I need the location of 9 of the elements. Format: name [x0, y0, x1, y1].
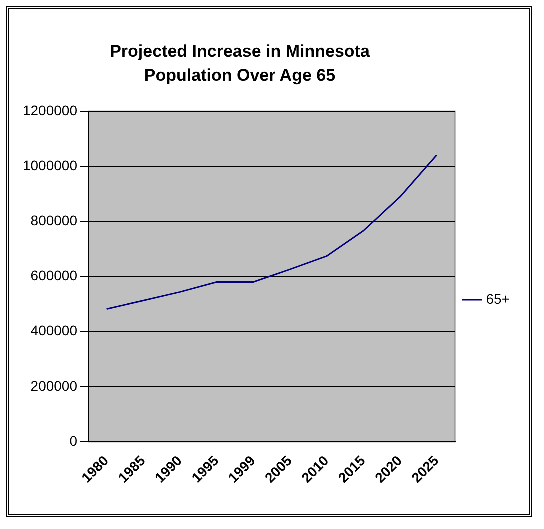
y-tick-label: 1200000	[22, 102, 78, 118]
y-tick-label: 400000	[30, 322, 78, 339]
legend-label: 65+	[486, 290, 510, 307]
chart-title: Projected Increase in Minnesota Population Over Age 65	[109, 41, 371, 87]
y-tick-label: 200000	[30, 378, 78, 394]
y-tick-label: 1000000	[22, 157, 78, 174]
y-tick-label: 0	[70, 432, 78, 449]
y-tick-label: 600000	[30, 268, 78, 284]
y-tick-label: 800000	[30, 212, 78, 228]
